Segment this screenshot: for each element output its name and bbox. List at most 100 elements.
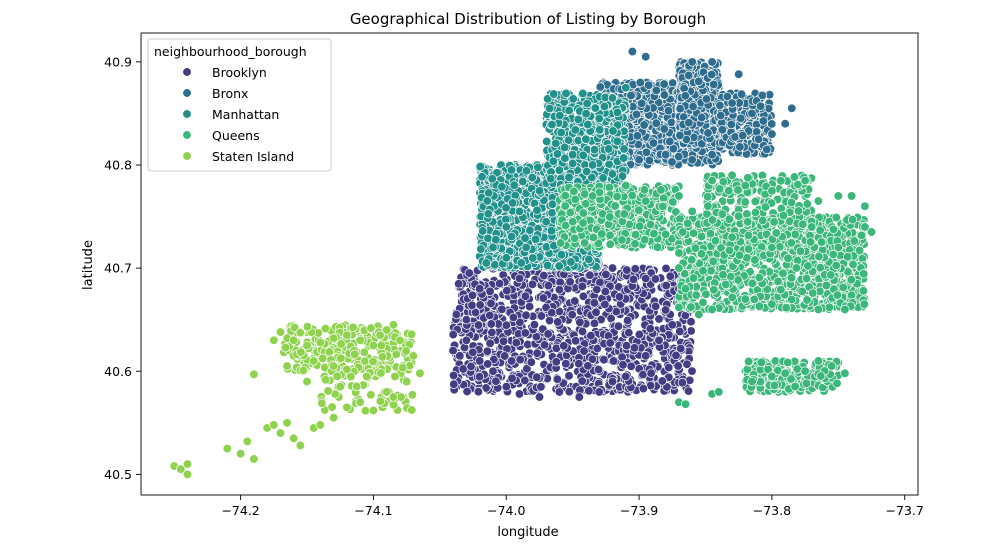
data-point bbox=[574, 392, 584, 402]
data-point bbox=[454, 279, 464, 289]
data-point bbox=[520, 375, 530, 386]
data-point bbox=[599, 355, 609, 365]
data-point bbox=[500, 351, 510, 361]
data-point bbox=[515, 354, 525, 365]
data-point bbox=[509, 180, 519, 190]
data-point bbox=[677, 378, 688, 388]
data-point bbox=[483, 209, 493, 219]
data-point bbox=[663, 106, 674, 116]
data-point bbox=[607, 263, 618, 273]
data-point bbox=[661, 280, 671, 291]
data-point bbox=[624, 328, 634, 338]
data-point bbox=[701, 94, 712, 104]
data-point bbox=[491, 235, 501, 245]
data-point bbox=[664, 362, 674, 373]
data-point bbox=[707, 150, 717, 160]
data-point bbox=[593, 364, 604, 375]
data-point bbox=[717, 125, 728, 135]
data-point bbox=[587, 354, 598, 364]
data-point bbox=[546, 226, 557, 236]
data-point bbox=[726, 119, 736, 130]
data-point bbox=[466, 361, 476, 372]
data-point bbox=[621, 371, 631, 382]
data-point bbox=[715, 100, 725, 111]
data-point bbox=[641, 351, 651, 361]
data-point bbox=[594, 387, 604, 397]
data-point bbox=[730, 132, 740, 142]
data-point bbox=[591, 307, 601, 317]
data-point bbox=[477, 172, 487, 182]
data-point bbox=[767, 129, 777, 139]
data-point bbox=[539, 340, 550, 350]
data-point bbox=[570, 336, 581, 346]
data-point bbox=[577, 326, 588, 337]
data-point bbox=[552, 374, 563, 384]
data-point bbox=[727, 98, 737, 108]
data-point bbox=[687, 155, 697, 165]
data-point bbox=[449, 379, 459, 389]
data-point bbox=[634, 155, 644, 165]
data-point bbox=[511, 338, 521, 348]
data-point bbox=[735, 142, 745, 152]
data-point bbox=[671, 350, 681, 361]
data-point bbox=[688, 101, 698, 112]
data-point bbox=[634, 329, 645, 340]
data-point bbox=[485, 286, 495, 296]
data-point bbox=[458, 364, 468, 374]
data-point bbox=[467, 290, 478, 300]
data-point bbox=[484, 188, 494, 198]
data-point bbox=[618, 360, 628, 370]
data-point bbox=[487, 327, 497, 338]
data-point bbox=[577, 281, 587, 291]
data-point bbox=[682, 359, 692, 369]
data-point bbox=[665, 136, 675, 147]
data-point bbox=[659, 79, 669, 89]
data-point bbox=[473, 387, 484, 397]
data-point bbox=[583, 361, 593, 371]
data-point bbox=[659, 90, 670, 100]
data-point bbox=[684, 118, 694, 128]
data-point bbox=[567, 310, 577, 320]
data-point bbox=[542, 136, 552, 147]
data-point bbox=[703, 128, 713, 138]
data-point bbox=[755, 101, 766, 111]
data-point bbox=[648, 138, 659, 148]
data-point bbox=[525, 225, 535, 235]
data-point bbox=[687, 366, 697, 376]
data-point bbox=[526, 357, 536, 367]
data-point bbox=[645, 324, 655, 334]
data-point bbox=[738, 130, 748, 141]
data-point bbox=[654, 314, 664, 324]
data-point bbox=[613, 321, 624, 331]
data-point bbox=[674, 151, 684, 162]
data-point bbox=[461, 335, 472, 345]
data-point bbox=[564, 387, 574, 397]
data-point bbox=[544, 315, 555, 326]
data-point bbox=[651, 118, 661, 128]
data-point bbox=[589, 298, 599, 308]
data-point bbox=[675, 104, 685, 114]
data-point bbox=[561, 359, 571, 369]
data-point bbox=[635, 77, 645, 88]
data-point bbox=[780, 119, 790, 129]
data-point bbox=[600, 286, 610, 297]
data-point bbox=[488, 366, 498, 376]
data-point bbox=[533, 162, 543, 172]
data-point bbox=[592, 343, 602, 354]
data-point bbox=[767, 119, 777, 129]
data-point bbox=[630, 264, 640, 274]
data-point bbox=[529, 320, 540, 330]
data-point bbox=[686, 317, 696, 327]
data-point bbox=[675, 326, 685, 337]
data-point bbox=[448, 345, 458, 356]
data-point bbox=[637, 98, 647, 108]
data-point bbox=[607, 376, 618, 387]
data-point bbox=[486, 319, 496, 329]
data-point bbox=[686, 326, 696, 336]
data-point bbox=[482, 346, 492, 356]
data-point bbox=[736, 89, 747, 99]
data-point bbox=[554, 387, 565, 397]
data-point bbox=[683, 386, 694, 396]
data-point bbox=[494, 278, 505, 289]
data-point bbox=[536, 382, 546, 392]
